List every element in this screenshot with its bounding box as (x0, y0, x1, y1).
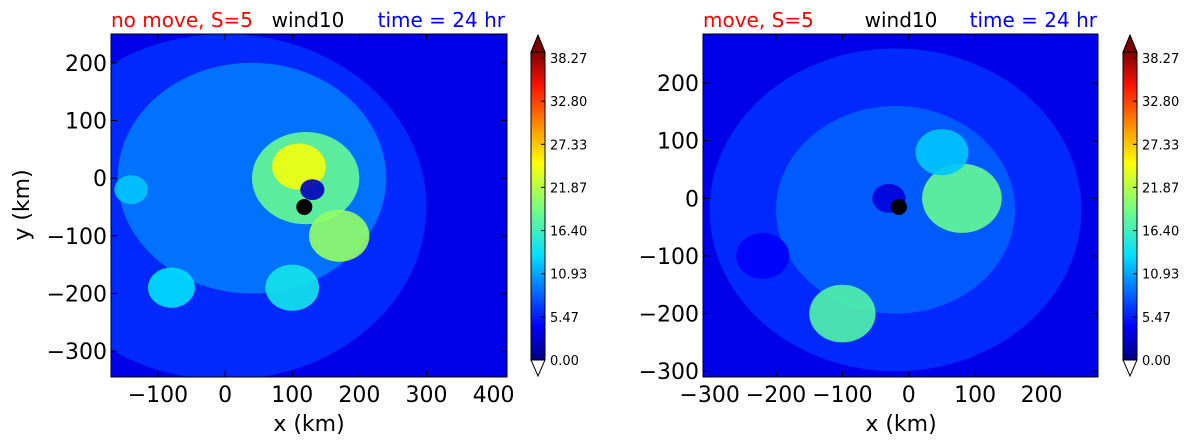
y-tick-label: 200 (65, 52, 107, 77)
panel-2-title-center: wind10 (865, 8, 938, 32)
wind-contour-6 (265, 264, 320, 311)
panel-1-title-right: time = 24 hr (378, 8, 506, 32)
x-tick-label: 300 (405, 383, 447, 408)
panel-2-colorbar-bar (1122, 51, 1138, 361)
panel-1-y-ticks: 200 100 0 −100 −200 −300 (47, 52, 507, 365)
x-tick-label: 100 (271, 383, 313, 408)
wind-contour-5 (736, 232, 790, 279)
wind-contour-5 (147, 267, 195, 308)
x-tick-label: −200 (746, 383, 806, 408)
panel-1-title-left: no move, S=5 (111, 8, 253, 32)
panel-2-plot-area (703, 34, 1098, 377)
colorbar-tick-label: 38.27 (1142, 52, 1179, 67)
panel-1-plot-area (111, 34, 507, 377)
panel-1-x-label: x (km) (273, 412, 344, 437)
panel-2-y-ticks: 200 100 0 −100 −200 −300 (639, 72, 1098, 385)
wind-contour-3 (272, 143, 326, 190)
y-tick-label: −200 (47, 282, 107, 307)
panel-1-frame (110, 33, 508, 378)
wind-contour-4 (309, 209, 370, 262)
colorbar-tick-label: 5.47 (1142, 311, 1171, 326)
colorbar-tick-label: 5.47 (550, 311, 579, 326)
panel-2: move, S=5 wind10 time = 24 hr −300 −200 −1… (639, 8, 1180, 437)
panel-1-colorbar-ticks: 38.27 32.80 27.33 21.87 16.40 10.93 5.47 0.00 (541, 52, 587, 369)
y-tick-label: 100 (657, 130, 699, 155)
panel-1-x-ticks: −100 0 100 200 300 400 (128, 34, 515, 408)
x-tick-label: 0 (902, 383, 916, 408)
panel-2-title-right: time = 24 hr (970, 8, 1098, 32)
colorbar-tick-label: 16.40 (550, 225, 587, 240)
y-tick-label: −300 (47, 340, 107, 365)
wind-contour-8 (300, 179, 325, 201)
x-tick-label: 200 (1021, 383, 1063, 408)
storm-center-marker (296, 198, 313, 215)
x-tick-label: −100 (812, 383, 872, 408)
y-tick-label: 0 (685, 187, 699, 212)
y-tick-label: 200 (657, 72, 699, 97)
colorbar-tick-label: 27.33 (550, 138, 587, 153)
panel-1-title-center: wind10 (272, 8, 345, 32)
panel-1: no move, S=5 wind10 time = 24 hr −100 0 10… (10, 8, 587, 437)
panel-2-colorbar: 38.27 32.80 27.33 21.87 16.40 10.93 5.47 0.00 (1122, 33, 1179, 378)
x-tick-label: 100 (954, 383, 996, 408)
y-tick-label: 0 (93, 167, 107, 192)
y-tick-label: −100 (639, 245, 699, 270)
colorbar-tick-label: 16.40 (1142, 225, 1179, 240)
colorbar-tick-label: 21.87 (1142, 181, 1179, 196)
wind-contour-7 (114, 175, 148, 205)
colorbar-tick-label: 0.00 (1142, 354, 1171, 369)
panel-2-colorbar-over (1122, 33, 1138, 53)
colorbar-tick-label: 32.80 (1142, 95, 1179, 110)
colorbar-tick-label: 27.33 (1142, 138, 1179, 153)
colorbar-tick-label: 38.27 (550, 52, 587, 67)
y-tick-label: −100 (47, 225, 107, 250)
colorbar-tick-label: 32.80 (550, 95, 587, 110)
x-tick-label: 200 (338, 383, 380, 408)
x-tick-label: 0 (218, 383, 232, 408)
panel-2-frame (702, 33, 1099, 378)
panel-1-colorbar: 38.27 32.80 27.33 21.87 16.40 10.93 5.47 0.00 (530, 33, 587, 378)
panel-1-colorbar-over (530, 33, 546, 53)
colorbar-tick-label: 0.00 (550, 354, 579, 369)
panel-1-y-label: y (km) (10, 169, 35, 240)
colorbar-tick-label: 21.87 (550, 181, 587, 196)
wind-contour-3 (809, 284, 876, 343)
x-tick-label: −300 (679, 383, 739, 408)
x-tick-label: 400 (473, 383, 515, 408)
y-tick-label: 100 (65, 109, 107, 134)
colorbar-tick-label: 10.93 (1142, 268, 1179, 283)
x-tick-label: −100 (128, 383, 188, 408)
y-tick-label: −300 (639, 360, 699, 385)
colorbar-tick-label: 10.93 (550, 268, 587, 283)
wind-contour-4 (915, 129, 969, 176)
y-tick-label: −200 (639, 303, 699, 328)
wind-contour-2 (922, 163, 1002, 233)
storm-center-marker (890, 198, 907, 215)
panel-1-colorbar-under (530, 359, 546, 378)
panel-2-x-ticks: −300 −200 −100 0 100 200 (679, 34, 1063, 408)
panel-2-x-label: x (km) (865, 412, 936, 437)
panel-2-title-left: move, S=5 (703, 8, 814, 32)
panel-2-colorbar-under (1122, 359, 1138, 378)
panel-2-colorbar-ticks: 38.27 32.80 27.33 21.87 16.40 10.93 5.47 0.00 (1133, 52, 1179, 369)
panel-1-colorbar-bar (530, 51, 546, 361)
